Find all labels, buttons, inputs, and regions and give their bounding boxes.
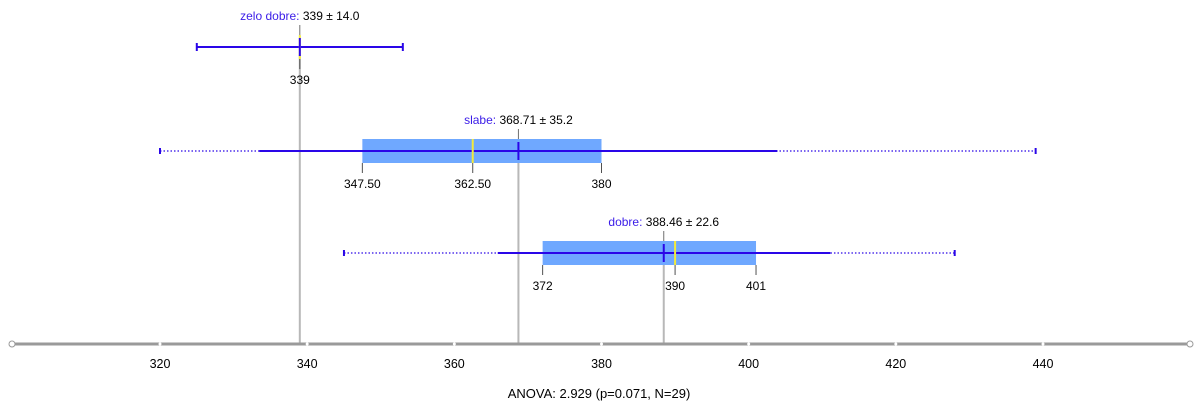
quartile-label: 380 bbox=[591, 177, 611, 191]
axis-tick-320 bbox=[158, 342, 162, 346]
axis-tick-440 bbox=[1041, 342, 1045, 346]
axis-tick-400 bbox=[747, 342, 751, 346]
group-name: zelo dobre: bbox=[240, 9, 303, 23]
quartile-label: 347.50 bbox=[344, 177, 381, 191]
axis-tick-340 bbox=[305, 342, 309, 346]
group-stats: 368.71 ± 35.2 bbox=[499, 113, 573, 127]
group-title: zelo dobre: 339 ± 14.0 bbox=[240, 9, 360, 23]
quartile-label: 390 bbox=[665, 279, 685, 293]
anova-footer: ANOVA: 2.929 (p=0.071, N=29) bbox=[508, 386, 691, 401]
group-zelo-dobre: zelo dobre: 339 ± 14.0 339 bbox=[195, 9, 404, 87]
group-name: dobre: bbox=[608, 215, 645, 229]
group-stats: 339 ± 14.0 bbox=[303, 9, 360, 23]
tick-label-360: 360 bbox=[444, 357, 465, 371]
axis-end-cap bbox=[1186, 340, 1194, 348]
group-title: slabe: 368.71 ± 35.2 bbox=[464, 113, 573, 127]
group-dobre: dobre: 388.46 ± 22.6 372 390 401 bbox=[342, 215, 956, 293]
quartile-label: 401 bbox=[746, 279, 766, 293]
tick-label-340: 340 bbox=[297, 357, 318, 371]
tick-label-320: 320 bbox=[150, 357, 171, 371]
tick-label-400: 400 bbox=[738, 357, 759, 371]
tick-label-440: 440 bbox=[1033, 357, 1054, 371]
group-name: slabe: bbox=[464, 113, 499, 127]
axis-tick-420 bbox=[894, 342, 898, 346]
x-axis: 320 340 360 380 400 420 440 bbox=[8, 340, 1194, 371]
box-groups: zelo dobre: 339 ± 14.0 339 slabe: 368.71 ±… bbox=[159, 9, 1037, 293]
tick-label-380: 380 bbox=[591, 357, 612, 371]
tick-label-420: 420 bbox=[885, 357, 906, 371]
axis-start-cap bbox=[8, 340, 16, 348]
axis-tick-380 bbox=[600, 342, 603, 346]
group-stats: 388.46 ± 22.6 bbox=[646, 215, 720, 229]
axis-tick-360 bbox=[452, 342, 456, 346]
group-title: dobre: 388.46 ± 22.6 bbox=[608, 215, 719, 229]
quartile-label: 372 bbox=[533, 279, 553, 293]
quartile-label: 362.50 bbox=[454, 177, 491, 191]
group-slabe: slabe: 368.71 ± 35.2 347.50 362.50 380 bbox=[159, 113, 1037, 191]
mean-lines bbox=[298, 55, 665, 344]
quartile-label: 339 bbox=[290, 73, 310, 87]
